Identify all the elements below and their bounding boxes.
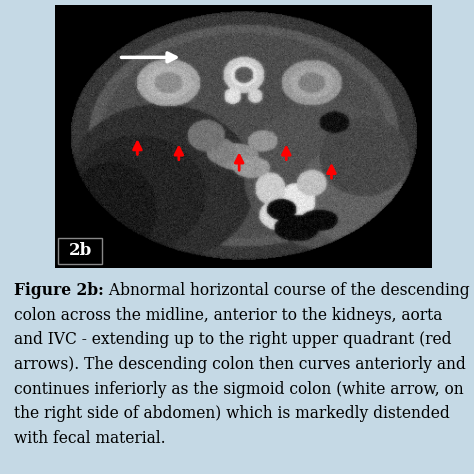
FancyBboxPatch shape — [58, 237, 101, 264]
Text: 2b: 2b — [69, 242, 92, 259]
Text: Abnormal horizontal course of the descending: Abnormal horizontal course of the descen… — [104, 282, 470, 299]
Text: arrows). The descending colon then curves anteriorly and: arrows). The descending colon then curve… — [14, 356, 466, 373]
Text: and IVC - extending up to the right upper quadrant (red: and IVC - extending up to the right uppe… — [14, 331, 452, 348]
Text: colon across the midline, anterior to the kidneys, aorta: colon across the midline, anterior to th… — [14, 307, 443, 324]
Text: Figure 2b:: Figure 2b: — [14, 282, 104, 299]
Text: the right side of abdomen) which is markedly distended: the right side of abdomen) which is mark… — [14, 405, 450, 422]
Text: continues inferiorly as the sigmoid colon (white arrow, on: continues inferiorly as the sigmoid colo… — [14, 381, 464, 398]
Text: with fecal material.: with fecal material. — [14, 430, 166, 447]
